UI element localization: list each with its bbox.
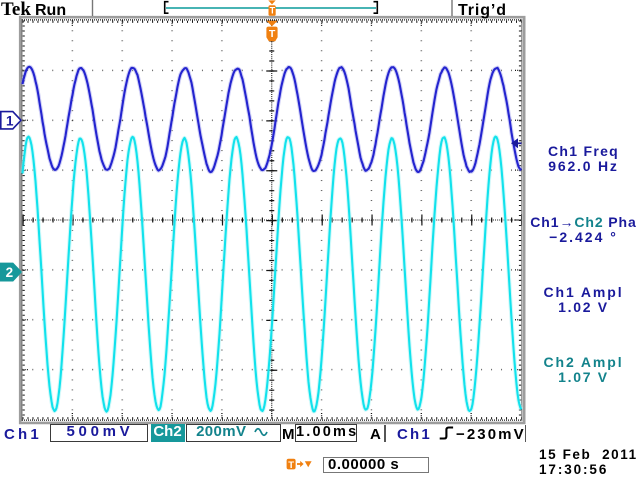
svg-text:T: T xyxy=(270,5,276,15)
svg-text:T: T xyxy=(288,460,294,471)
svg-text:1: 1 xyxy=(6,113,14,128)
svg-text:2: 2 xyxy=(6,265,14,280)
svg-text:T: T xyxy=(269,28,276,40)
